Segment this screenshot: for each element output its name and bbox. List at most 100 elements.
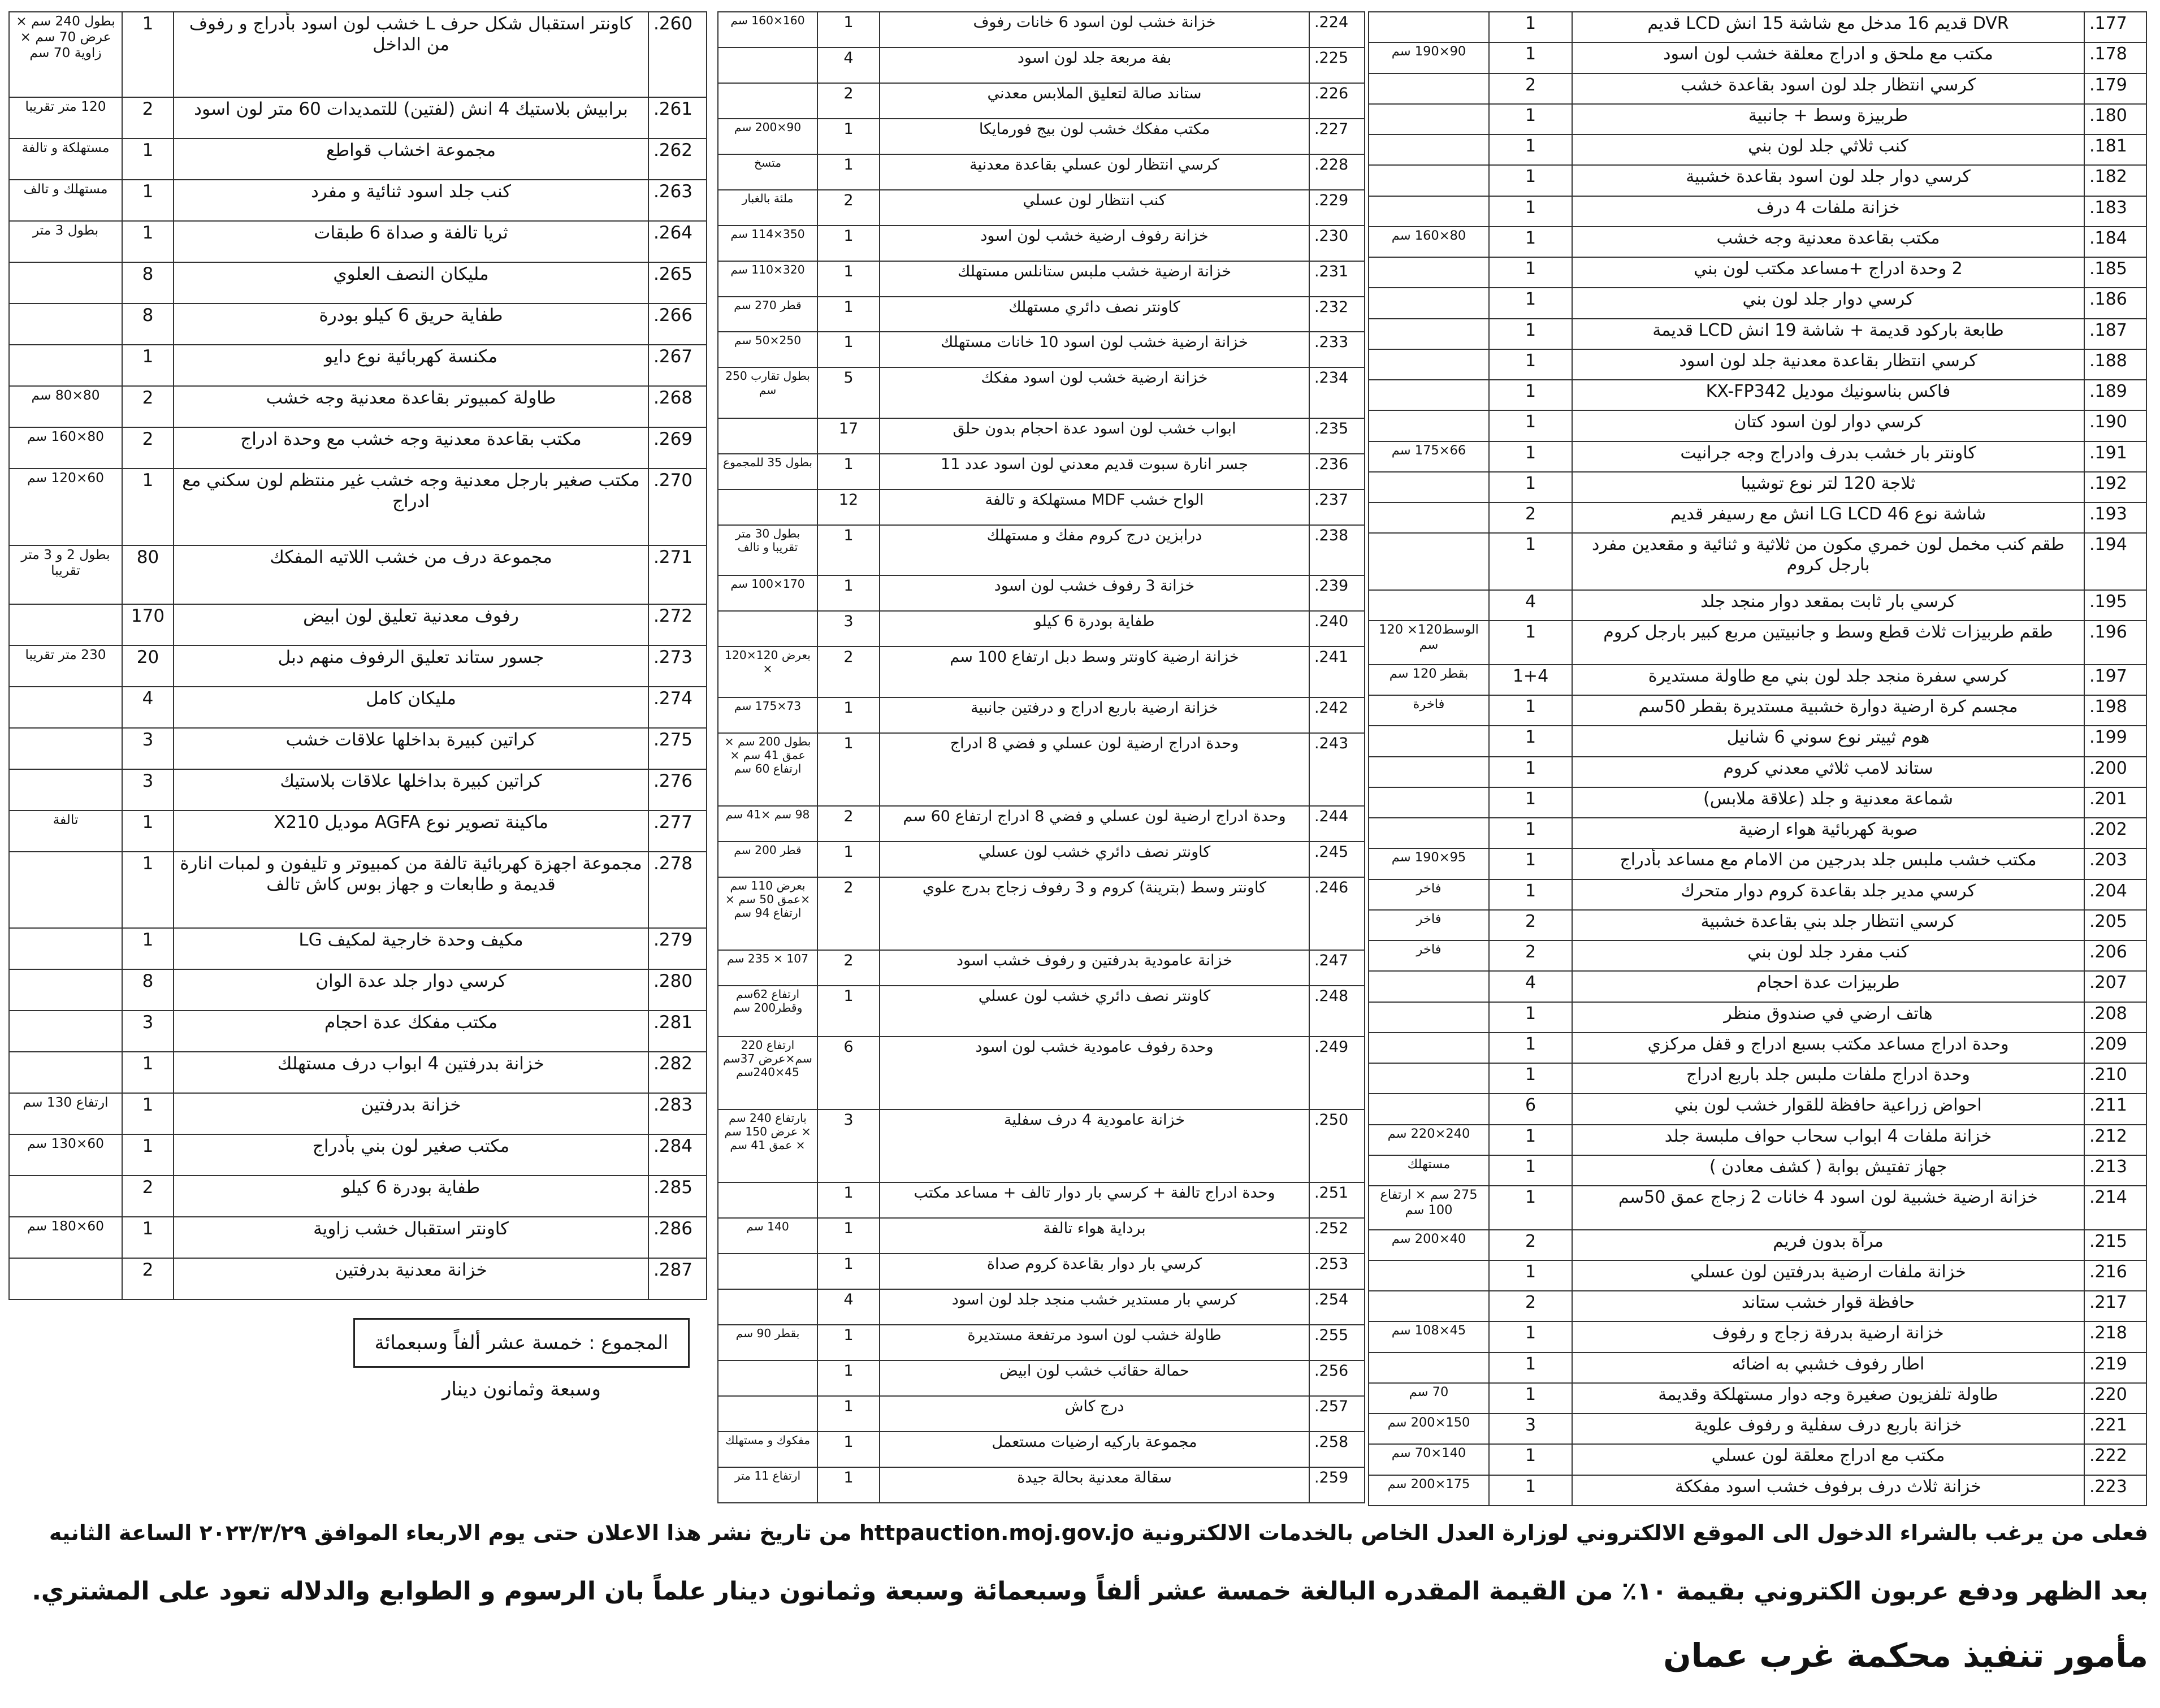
item-row: 240. طفاية بودرة 6 كيلو 3 (717, 610, 1365, 648)
item-note: 90×190 سم (1368, 42, 1490, 74)
item-note (1368, 195, 1490, 227)
item-desc: مليكان النصف العلوي (173, 262, 649, 305)
total-box: المجموع : خمسة عشر ألفاً وسبعمائة وسبعة … (353, 1318, 690, 1401)
item-desc: كرسي بار مستدير خشب منجد جلد لون اسود (879, 1289, 1310, 1325)
item-num: 198. (2084, 694, 2147, 727)
item-desc: رفوف معدنية تعليق لون ابيض (173, 603, 649, 646)
item-qty: 2 (1488, 909, 1573, 942)
item-row: 214. خزانة ارضية خشبية لون اسود 4 خانات 2… (1368, 1185, 2147, 1230)
item-row: 280. كرسي دوار جلد عدة الوان 8 (8, 969, 707, 1012)
item-desc: خزانة ارضية خشب لون اسود مفكك (879, 367, 1310, 419)
item-qty: 1 (1488, 133, 1573, 166)
item-row: 241. خزانة ارضية كاونتر وسط دبل ارتفاع 10… (717, 646, 1365, 698)
item-row: 202. صوبة كهربائية هواء ارضية 1 (1368, 817, 2147, 849)
item-desc: مكنسة كهربائية نوع دايو (173, 344, 649, 387)
item-qty: 1 (1488, 725, 1573, 757)
item-qty: 1 (1488, 817, 1573, 849)
item-desc: كاونتر وسط (بترينة) كروم و 3 رفوف زجاج ب… (879, 876, 1310, 951)
item-desc: مكيف وحدة خارجية لمكيف LG (173, 927, 649, 970)
item-note: 350×114 سم (717, 224, 818, 262)
item-row: 205. كرسي انتظار جلد بني بقاعدة خشبية 2 فاخ… (1368, 909, 2147, 942)
item-note (1368, 970, 1490, 1003)
item-desc: وحدة رفوف عامودية خشب لون اسود (879, 1035, 1310, 1110)
item-note (8, 344, 123, 387)
item-qty: 1 (1488, 1062, 1573, 1095)
item-desc: ثلاجة 120 لتر نوع توشيبا (1572, 471, 2085, 504)
item-note: ملئة بالغبار (717, 189, 818, 226)
item-num: 259. (1309, 1466, 1365, 1504)
item-qty: 12 (817, 488, 880, 526)
item-desc: مجموعة باركيه ارضيات مستعمل (879, 1430, 1310, 1468)
item-desc: خزانة 3 رفوف خشب لون اسود (879, 575, 1310, 612)
item-qty: 1 (122, 344, 174, 387)
item-row: 189. فاكس بناسونيك موديل KX-FP342 1 (1368, 379, 2147, 411)
item-qty: 2 (122, 1174, 174, 1217)
item-num: 226. (1309, 82, 1365, 119)
item-row: 177. DVR قديم 16 مدخل مع شاشة 15 انش LCD … (1368, 11, 2147, 44)
item-desc: وحدة ادراج ملفات ملبس جلد باربع ادراج (1572, 1062, 2085, 1095)
item-row: 243. وحدة ادراج ارضية لون عسلي و فضي 8 اد… (717, 732, 1365, 807)
item-num: 279. (648, 927, 707, 970)
item-note (1368, 1290, 1490, 1323)
item-qty: 8 (122, 303, 174, 346)
item-num: 251. (1309, 1182, 1365, 1219)
item-desc: كرسي مدير جلد بقاعدة كروم دوار متحرك (1572, 878, 2085, 911)
item-note: 70 سم (1368, 1382, 1490, 1415)
item-qty: 1 (1488, 1259, 1573, 1292)
item-row: 227. مكتب مفكك خشب لون بيج فورمايكا 1 90×20… (717, 118, 1365, 155)
item-note (1368, 1001, 1490, 1033)
item-num: 179. (2084, 72, 2147, 105)
item-row: 224. خزانة خشب لون اسود 6 خانات رفوف 1 160×… (717, 11, 1365, 48)
item-note (1368, 164, 1490, 197)
item-note (717, 1289, 818, 1325)
item-desc: الواح خشب MDF مستهلكة و تالفة (879, 488, 1310, 526)
item-note (8, 686, 123, 729)
item-qty: 1 (1488, 1474, 1573, 1506)
item-note: بطول 3 متر (8, 220, 123, 263)
item-num: 209. (2084, 1031, 2147, 1064)
item-qty: 5 (817, 367, 880, 419)
item-note: 80×160 سم (8, 426, 123, 469)
item-note (8, 1010, 123, 1053)
item-num: 204. (2084, 878, 2147, 911)
item-desc: خزانة بدرفتين 4 ابواب درف مستهلك (173, 1051, 649, 1094)
item-qty: 1 (1488, 256, 1573, 289)
item-desc: ستاند صالة لتعليق الملابس معدني (879, 82, 1310, 119)
item-desc: خزانة بدرفتين (173, 1093, 649, 1135)
item-desc: مجموعة درف من خشب اللاتيه المفكك (173, 544, 649, 605)
item-qty: 2 (817, 950, 880, 986)
item-qty: 1 (1488, 1124, 1573, 1156)
item-num: 234. (1309, 367, 1365, 419)
item-note: بطول تقارب 250 سم (717, 367, 818, 419)
item-num: 237. (1309, 488, 1365, 526)
item-desc: كرسي بار دوار بقاعدة كروم صداة (879, 1253, 1310, 1290)
item-qty: 1 (1488, 1321, 1573, 1353)
item-row: 250. خزانة عامودية 4 درف سفلية 3 بارتفاع 24… (717, 1108, 1365, 1184)
item-note (1368, 532, 1490, 591)
item-qty: 1 (1488, 694, 1573, 727)
item-qty: 2 (122, 426, 174, 469)
item-row: 211. احواض زراعية حافظة للقوار خشب لون بن… (1368, 1093, 2147, 1125)
item-row: 254. كرسي بار مستدير خشب منجد جلد لون اسو… (717, 1289, 1365, 1325)
item-num: 240. (1309, 610, 1365, 648)
item-row: 223. خزانة ثلاث درف برفوف خشب اسود مفككة 1… (1368, 1474, 2147, 1506)
item-desc: شاشة نوع LG LCD 46 انش مع رسيفر قديم (1572, 501, 2085, 534)
item-qty: 1 (122, 927, 174, 970)
item-desc: طاولة خشب لون اسود مرتفعة مستديرة (879, 1324, 1310, 1361)
item-note: بطول 200 سم × عمق 41 سم × ارتفاع 60 سم (717, 732, 818, 807)
item-num: 197. (2084, 664, 2147, 696)
item-num: 276. (648, 768, 707, 811)
item-row: 270. مكتب صغير بارجل معدنية وجه خشب غير م… (8, 467, 707, 546)
item-qty: 1 (1488, 164, 1573, 197)
item-qty: 8 (122, 969, 174, 1012)
item-num: 218. (2084, 1321, 2147, 1353)
item-row: 182. كرسي دوار جلد لون اسود بقاعدة خشبية 1 (1368, 164, 2147, 197)
item-note (8, 927, 123, 970)
item-note (717, 1359, 818, 1397)
item-row: 234. خزانة ارضية خشب لون اسود مفكك 5 بطول ت… (717, 367, 1365, 419)
item-row: 239. خزانة 3 رفوف خشب لون اسود 1 170×100 سم (717, 575, 1365, 612)
item-desc: جسور ستاند تعليق الرفوف منهم دبل (173, 644, 649, 687)
item-note: 80×160 سم (1368, 226, 1490, 258)
item-row: 228. كرسي انتظار لون عسلي بقاعدة معدنية 1 م… (717, 153, 1365, 190)
item-num: 274. (648, 686, 707, 729)
